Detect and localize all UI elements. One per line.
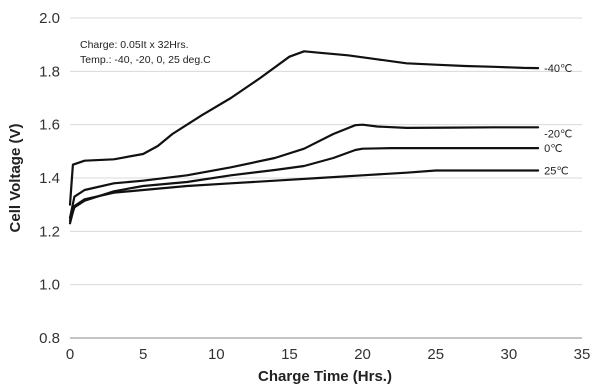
series-group [68,50,540,225]
series-label-3: 25℃ [544,166,569,178]
x-tick-label: 10 [208,346,225,363]
y-axis-title: Cell Voltage (V) [7,124,24,233]
series-line-0 [68,50,540,206]
y-tick-label: 1.8 [39,63,60,80]
y-tick-label: 1.2 [39,223,60,240]
y-tick-label: 1.0 [39,277,60,294]
series-label-2: 0℃ [544,143,562,155]
x-tick-label: 20 [354,346,371,363]
y-tick-label: 0.8 [39,330,60,347]
x-axis-title: Charge Time (Hrs.) [258,368,392,385]
x-tick-label: 5 [139,346,147,363]
series-labels: -40℃ -20℃ 0℃ 25℃ [544,63,572,177]
y-tick-label: 1.4 [39,170,60,187]
series-line-3 [68,169,540,225]
series-line-1 [68,123,540,220]
x-tick-labels: 0 5 10 15 20 25 30 35 [66,346,591,363]
x-tick-label: 15 [281,346,298,363]
x-tick-label: 30 [501,346,518,363]
y-tick-label: 1.6 [39,117,60,134]
y-tick-label: 2.0 [39,10,60,27]
series-label-1: -20℃ [544,128,572,140]
x-tick-label: 0 [66,346,74,363]
series-label-0: -40℃ [544,63,572,75]
y-tick-labels: 0.8 1.0 1.2 1.4 1.6 1.8 2.0 [39,10,60,347]
annotation-temp: Temp.: -40, -20, 0, 25 deg.C [80,54,211,66]
x-tick-label: 25 [427,346,444,363]
x-tick-label: 35 [574,346,591,363]
annotation-charge: Charge: 0.05It x 32Hrs. [80,39,189,51]
